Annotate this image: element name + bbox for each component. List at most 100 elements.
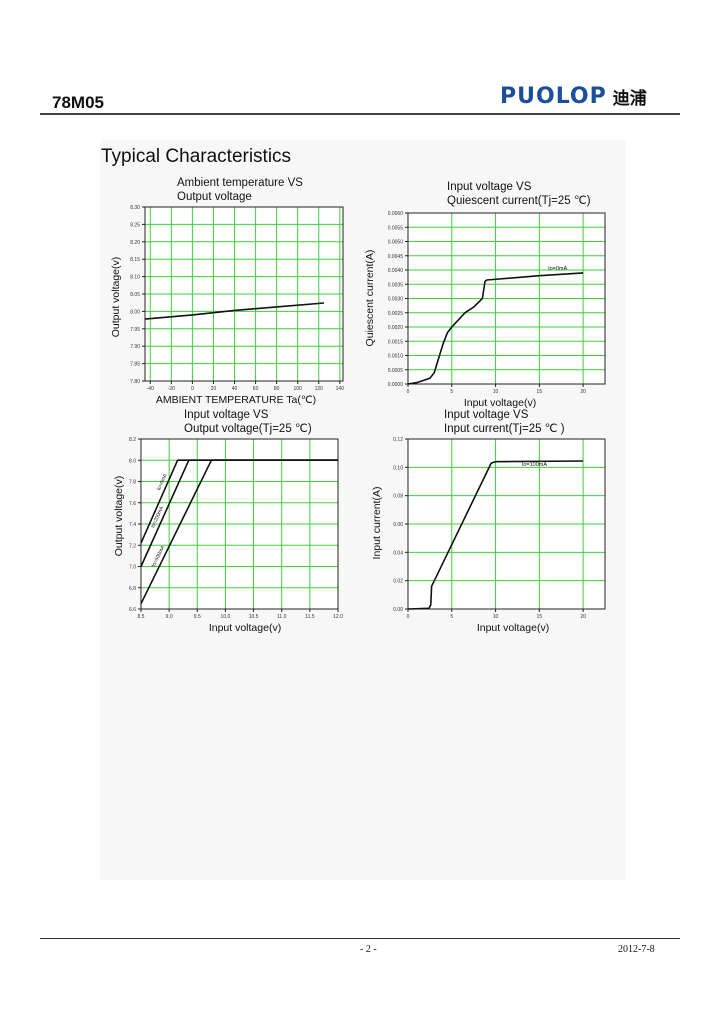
chart1-xtick-label: 140 <box>336 386 345 392</box>
chart4-ytick-label: 0.10 <box>393 465 403 471</box>
section-title: Typical Characteristics <box>101 146 292 167</box>
chart3-ytick-label: 7.8 <box>129 480 136 486</box>
logo-text: PUOLOP <box>500 83 607 109</box>
header-divider <box>40 113 680 115</box>
chart2-ytick-label: 0.0050 <box>388 240 404 246</box>
chart1-frame <box>144 206 344 382</box>
chart4-xtick-label: 15 <box>537 614 543 620</box>
chart1-ytick-label: 8.10 <box>130 275 140 281</box>
chart4-xtick-label: 10 <box>493 614 499 620</box>
document-date: 2012-7-8 <box>618 944 655 955</box>
chart1-xtick-label: -40 <box>147 386 154 392</box>
chart4-ytick-label: 0.00 <box>393 607 403 613</box>
chart1-xtick-label: 20 <box>211 386 217 392</box>
chart3-xtick-label: 11.0 <box>277 614 287 620</box>
chart1-xlabel: AMBIENT TEMPERATURE Ta(℃) <box>155 394 317 406</box>
chart4-ytick-label: 0.08 <box>393 494 403 500</box>
chart4-xtick-label: 5 <box>450 614 453 620</box>
chart4-frame <box>407 438 606 610</box>
chart3-xtick-label: 10.0 <box>221 614 231 620</box>
chart1-xtick-label: 60 <box>253 386 259 392</box>
chart4-title-line2: Input current(Tj=25 ℃ ) <box>444 423 565 435</box>
footer-divider <box>40 938 680 939</box>
chart3-xtick-label: 11.5 <box>305 614 315 620</box>
chart1-ytick-label: 7.90 <box>130 344 140 350</box>
chart3-xtick-label: 10.5 <box>249 614 259 620</box>
chart2-annotation: Io=0mA <box>548 266 567 272</box>
chart2-ytick-label: 0.0040 <box>388 268 404 274</box>
chart3-xtick-label: 12.0 <box>333 614 343 620</box>
chart1-ytick-label: 8.00 <box>130 309 140 315</box>
chart4-title-line1: Input voltage VS <box>444 409 529 421</box>
chart1-ytick-label: 8.30 <box>130 205 140 211</box>
chart4-ytick-label: 0.02 <box>393 579 403 585</box>
chart2-xtick-label: 0 <box>407 389 410 395</box>
chart2-xtick-label: 20 <box>580 389 586 395</box>
chart3-ytick-label: 6.6 <box>129 607 136 613</box>
chart2-ytick-label: 0.0030 <box>388 297 404 303</box>
chart1-title: Ambient temperature VS Output voltage <box>177 176 303 204</box>
chart1-ytick-label: 8.20 <box>130 240 140 246</box>
chart1-title-line1: Ambient temperature VS <box>177 177 303 189</box>
chart3-ytick-label: 6.8 <box>129 586 136 592</box>
chart3-title-line1: Input voltage VS <box>184 409 269 421</box>
chart4-series-line-1 <box>407 460 584 610</box>
chart1-xtick-label: 120 <box>315 386 324 392</box>
chart1-ytick-label: 8.25 <box>130 222 140 228</box>
chart3-frame <box>140 438 339 610</box>
chart1-xtick-label: -20 <box>168 386 175 392</box>
chart1-xtick-label: 40 <box>232 386 238 392</box>
chart2-frame <box>407 212 606 385</box>
page-number: - 2 - <box>360 944 377 955</box>
chart4-ytick-label: 0.12 <box>393 437 403 443</box>
chart2-ytick-label: 0.0060 <box>388 211 404 217</box>
chart2-ytick-label: 0.0025 <box>388 311 404 317</box>
chart2-xtick-label: 15 <box>537 389 543 395</box>
chart1-ytick-label: 8.15 <box>130 257 140 263</box>
chart4-xtick-label: 20 <box>580 614 586 620</box>
chart1-ytick-label: 7.80 <box>130 379 140 385</box>
chart4-ytick-label: 0.04 <box>393 550 403 556</box>
chart2-ytick-label: 0.0005 <box>388 368 404 374</box>
logo-chinese-text: 迪浦 <box>612 88 647 108</box>
chart3-xlabel: Input voltage(v) <box>208 622 282 634</box>
chart4-ytick-label: 0.06 <box>393 522 403 528</box>
chart2-ytick-label: 0.0000 <box>388 382 404 388</box>
chart1-ytick-label: 8.05 <box>130 292 140 298</box>
chart2-title-line1: Input voltage VS <box>447 181 532 193</box>
part-number: 78M05 <box>52 93 104 112</box>
chart4-xtick-label: 0 <box>407 614 410 620</box>
chart2-series-line-1 <box>407 272 584 385</box>
chart3-ytick-label: 7.0 <box>129 565 136 571</box>
chart2-ytick-label: 0.0035 <box>388 282 404 288</box>
chart4-xlabel: Input voltage(v) <box>476 622 550 634</box>
chart3-xtick-label: 8.5 <box>138 614 145 620</box>
chart2-ytick-label: 0.0010 <box>388 354 404 360</box>
chart4-title: Input voltage VS Input current(Tj=25 ℃ ) <box>444 408 565 436</box>
chart3-ytick-label: 8.2 <box>129 437 136 443</box>
chart2-title: Input voltage VS Quiescent current(Tj=25… <box>447 180 591 208</box>
chart2-ytick-label: 0.0055 <box>388 225 404 231</box>
chart3-xtick-label: 9.0 <box>166 614 173 620</box>
chart2-xlabel: Input voltage(v) <box>463 397 537 409</box>
chart2-ytick-label: 0.0020 <box>388 325 404 331</box>
chart1-ytick-label: 7.95 <box>130 327 140 333</box>
chart1-series-line-1 <box>144 302 325 320</box>
chart1-ytick-label: 7.85 <box>130 362 140 368</box>
chart3-ytick-label: 7.6 <box>129 501 136 507</box>
chart3-ytick-label: 7.4 <box>129 522 136 528</box>
chart1-xtick-label: 80 <box>274 386 280 392</box>
chart2-xtick-label: 10 <box>493 389 499 395</box>
chart1-xtick-label: 0 <box>191 386 194 392</box>
chart3-ytick-label: 8.0 <box>129 458 136 464</box>
chart3-title: Input voltage VS Output voltage(Tj=25 ℃) <box>184 408 312 436</box>
chart1-title-line2: Output voltage <box>177 191 252 203</box>
chart4-annotation: Io=100mA <box>522 462 548 468</box>
chart3-ytick-label: 7.2 <box>129 543 136 549</box>
chart3-xtick-label: 9.5 <box>194 614 201 620</box>
chart2-ytick-label: 0.0015 <box>388 339 404 345</box>
chart2-title-line2: Quiescent current(Tj=25 ℃) <box>447 195 591 207</box>
chart3-title-line2: Output voltage(Tj=25 ℃) <box>184 423 312 435</box>
chart1-xtick-label: 100 <box>294 386 303 392</box>
